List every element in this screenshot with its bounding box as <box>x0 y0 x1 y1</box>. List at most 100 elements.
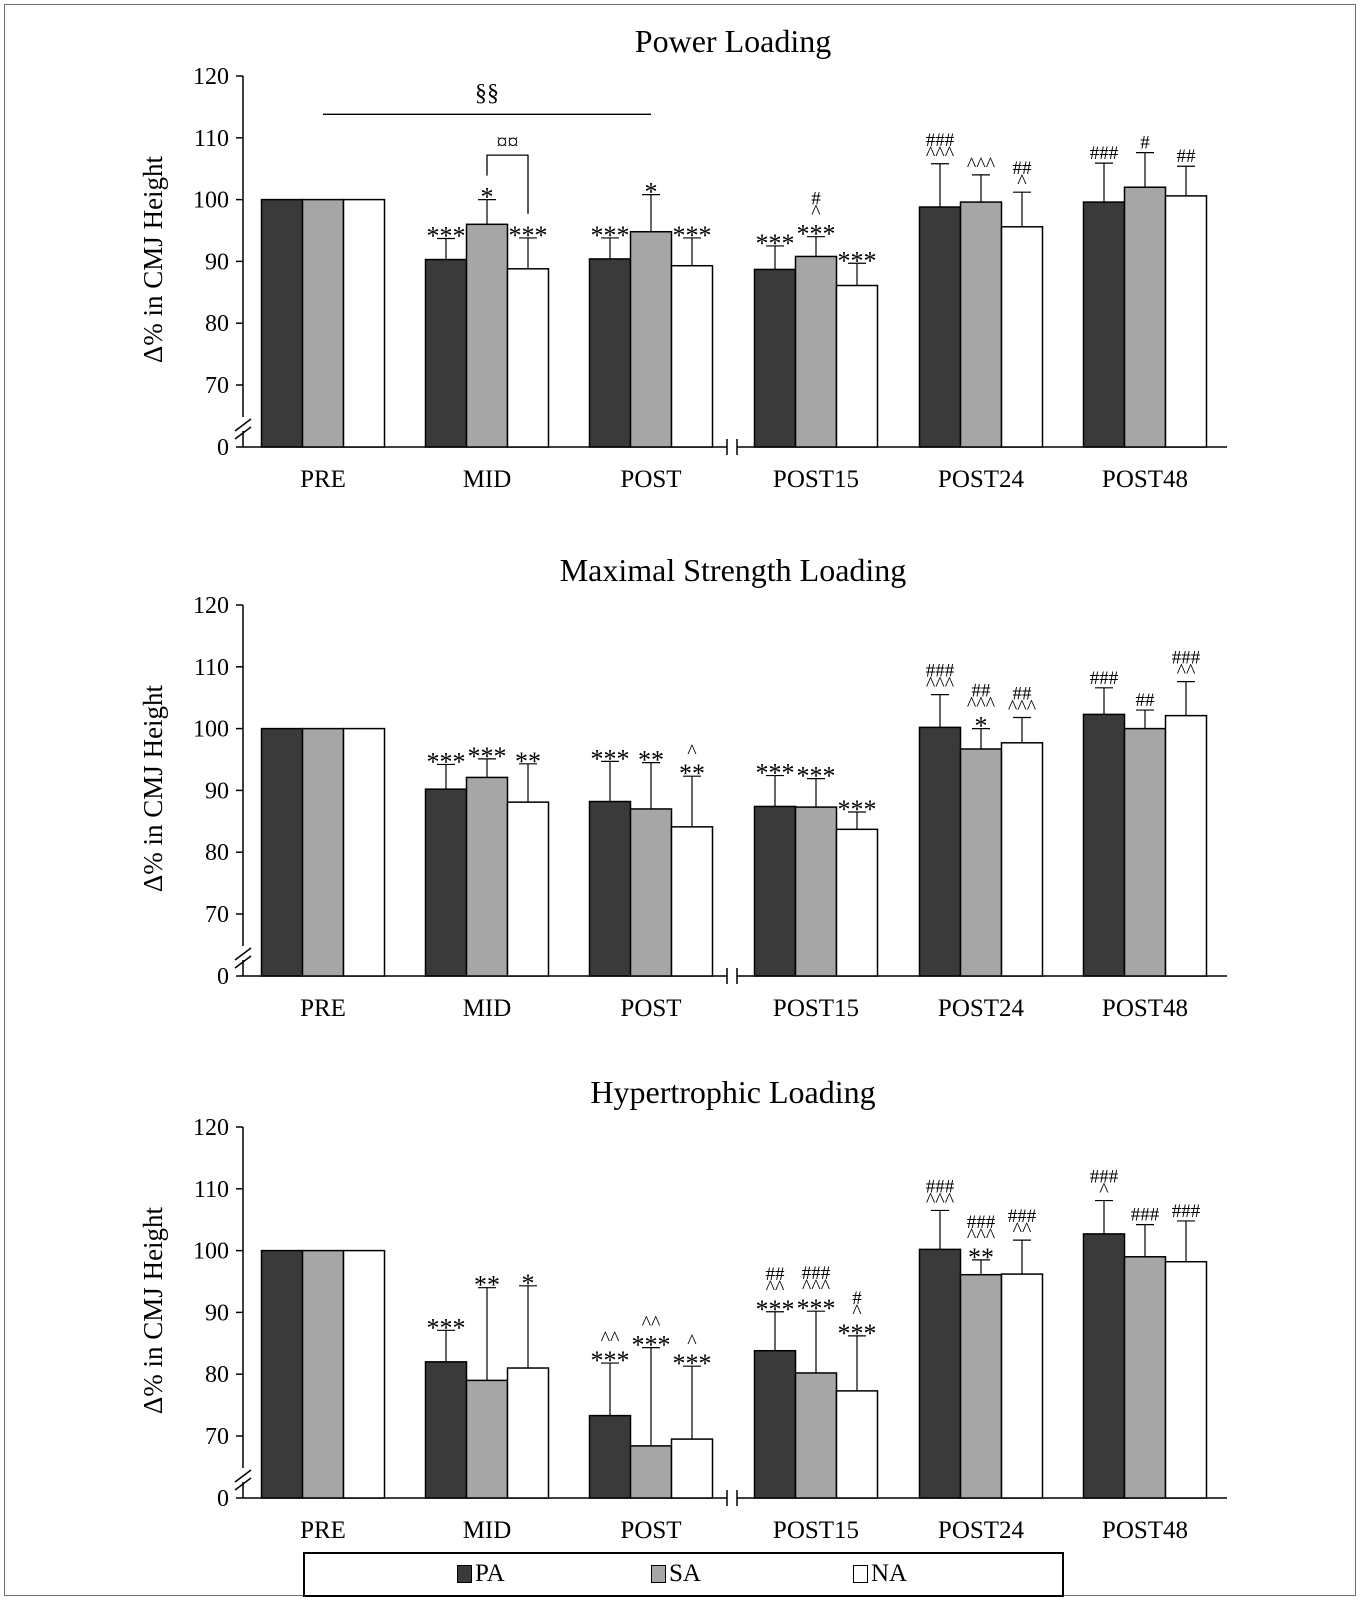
significance-marker: *** <box>427 1313 466 1342</box>
bar-na <box>1000 742 1044 977</box>
y-axis-label: Δ% in CMJ Height <box>138 155 168 363</box>
significance-marker: ^^^ <box>802 1276 831 1298</box>
significance-marker: *** <box>632 1331 671 1360</box>
bar-pa <box>588 258 632 448</box>
axis-break-mark <box>234 1469 252 1483</box>
significance-marker: ## <box>1013 683 1033 704</box>
bar-pa <box>260 1249 304 1499</box>
bar-na <box>342 1249 386 1499</box>
significance-marker: ### <box>926 661 955 682</box>
bar-na <box>1000 226 1044 448</box>
x-tick-label: POST24 <box>938 466 1025 493</box>
significance-marker: ^^^ <box>967 154 996 176</box>
bar-na <box>670 826 714 977</box>
significance-marker: ^ <box>687 1331 697 1353</box>
y-tick-label: 70 <box>205 902 229 928</box>
significance-marker: ^ <box>852 1301 862 1323</box>
significance-marker: *** <box>427 747 466 776</box>
legend-label-na: NA <box>871 1560 908 1587</box>
chart-title: Hypertrophic Loading <box>590 1074 875 1110</box>
bar-na <box>506 1367 550 1499</box>
bar-na <box>835 828 879 977</box>
bar-na <box>1164 195 1208 448</box>
bar-na <box>342 198 386 448</box>
significance-marker: ^^^ <box>926 674 955 696</box>
significance-marker: ## <box>1177 146 1197 167</box>
legend: PA SA NA <box>303 1552 1064 1597</box>
bar-pa <box>918 1248 962 1499</box>
legend-item-pa: PA <box>457 1560 505 1588</box>
bar-sa <box>629 230 673 448</box>
significance-marker: ** <box>968 1243 994 1272</box>
x-tick-label: PRE <box>300 995 346 1022</box>
significance-marker: # <box>852 1288 862 1309</box>
significance-marker: ^^ <box>766 1277 785 1299</box>
bar-na <box>835 1390 879 1499</box>
comparison-label: ¤¤ <box>497 129 519 154</box>
y-tick-label: 0 <box>217 964 229 990</box>
bar-na <box>670 264 714 448</box>
axis-break-mark <box>234 955 252 969</box>
significance-marker: *** <box>427 222 466 251</box>
significance-marker: *** <box>797 220 836 249</box>
x-tick-label: PRE <box>300 1517 346 1544</box>
significance-marker: ## <box>1136 690 1156 711</box>
legend-swatch-pa <box>457 1565 472 1583</box>
significance-marker: ** <box>638 746 664 775</box>
significance-marker: ^^ <box>601 1328 620 1350</box>
significance-marker: ### <box>1131 1205 1160 1226</box>
axis-break-mark <box>234 947 252 961</box>
legend-item-na: NA <box>853 1560 907 1588</box>
significance-marker: *** <box>797 762 836 791</box>
significance-marker: *** <box>591 1346 630 1375</box>
x-tick-label: POST15 <box>773 995 859 1022</box>
bar-sa <box>959 1273 1003 1499</box>
bar-sa <box>465 1379 509 1499</box>
y-tick-label: 120 <box>193 593 229 619</box>
significance-marker: ### <box>1008 1206 1037 1227</box>
significance-marker: ### <box>967 1212 996 1233</box>
significance-marker: *** <box>838 1319 877 1348</box>
bar-pa <box>1082 713 1126 977</box>
bar-pa <box>918 206 962 448</box>
bar-sa <box>959 748 1003 977</box>
x-tick-label: POST <box>620 466 681 493</box>
x-tick-label: POST15 <box>773 466 859 493</box>
chart-title: Maximal Strength Loading <box>560 552 907 588</box>
x-tick-label: POST24 <box>938 1517 1025 1544</box>
bar-sa <box>794 255 838 448</box>
bar-pa <box>424 258 468 448</box>
y-tick-label: 110 <box>194 655 229 681</box>
significance-marker: ## <box>972 681 992 702</box>
y-tick-label: 80 <box>205 311 229 337</box>
bar-sa <box>629 808 673 977</box>
bar-sa <box>301 1249 345 1499</box>
bar-na <box>506 801 550 977</box>
significance-marker: ## <box>766 1264 786 1285</box>
y-tick-label: 80 <box>205 1362 229 1388</box>
significance-marker: *** <box>838 246 877 275</box>
comparison-label: §§ <box>475 80 499 106</box>
y-tick-label: 80 <box>205 840 229 866</box>
significance-marker: ^^ <box>1177 661 1196 683</box>
significance-marker: # <box>811 189 821 210</box>
bar-sa <box>465 776 509 977</box>
significance-marker: *** <box>838 795 877 824</box>
significance-marker: ** <box>679 759 705 788</box>
significance-marker: ^ <box>811 202 821 224</box>
significance-marker: *** <box>509 221 548 250</box>
bar-sa <box>1123 727 1167 977</box>
significance-marker: *** <box>673 1349 712 1378</box>
y-axis-label: Δ% in CMJ Height <box>138 684 168 892</box>
bar-sa <box>794 1372 838 1499</box>
bar-na <box>670 1438 714 1499</box>
bar-pa <box>588 800 632 977</box>
significance-marker: ^^^ <box>1008 696 1037 718</box>
bar-pa <box>918 726 962 977</box>
y-tick-label: 90 <box>205 1300 229 1326</box>
y-tick-label: 90 <box>205 778 229 804</box>
y-axis-label: Δ% in CMJ Height <box>138 1206 168 1414</box>
bar-na <box>835 284 879 448</box>
significance-marker: ### <box>926 130 955 151</box>
legend-swatch-sa <box>651 1565 666 1583</box>
